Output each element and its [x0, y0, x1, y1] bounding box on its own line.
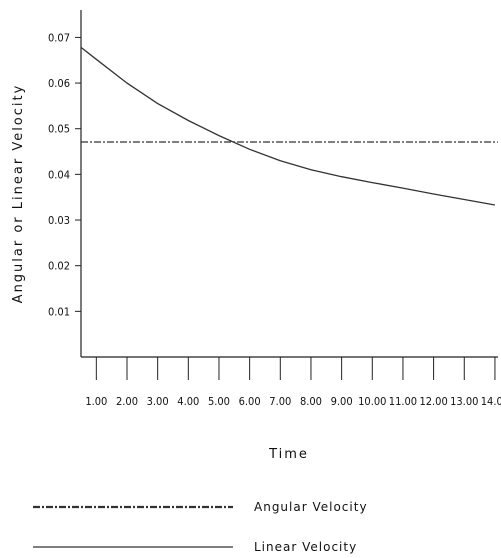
y-tick-label: 0.02 [48, 260, 70, 273]
legend-label-angular-velocity: Angular Velocity [254, 500, 368, 514]
x-tick-label: 14.00 [481, 395, 501, 408]
y-tick-label: 0.07 [48, 31, 70, 44]
x-tick-label: 6.00 [239, 395, 261, 408]
x-tick-label: 4.00 [177, 395, 199, 408]
series-line-linear-velocity [80, 46, 496, 206]
y-tick-label: 0.06 [48, 77, 70, 90]
legend-label-linear-velocity: Linear Velocity [254, 540, 357, 554]
x-tick-label: 10.00 [358, 395, 386, 408]
x-tick-label: 11.00 [389, 395, 417, 408]
x-tick-label: 9.00 [331, 395, 353, 408]
y-tick-label: 0.03 [48, 214, 70, 227]
y-tick-label: 0.04 [48, 168, 70, 181]
axes [80, 10, 498, 358]
legend: Angular Velocity Linear Velocity [33, 500, 368, 554]
y-tick-label: 0.01 [48, 305, 70, 318]
y-tick-label: 0.05 [48, 123, 70, 136]
x-tick-label: 13.00 [450, 395, 478, 408]
x-tick-label: 5.00 [208, 395, 230, 408]
x-axis-label: Time [268, 447, 309, 462]
x-tick-label: 1.00 [85, 395, 107, 408]
x-tick-label: 8.00 [300, 395, 322, 408]
series-layer [80, 46, 498, 206]
x-tick-label: 2.00 [116, 395, 138, 408]
x-tick-label: 12.00 [419, 395, 447, 408]
x-tick-label: 3.00 [147, 395, 169, 408]
x-axis-ticks: 1.00 2.00 3.00 4.00 5.00 6.00 7.00 8.00 9.00 10.0… [85, 357, 501, 408]
x-tick-label: 7.00 [269, 395, 291, 408]
y-axis-ticks: 0.01 0.02 0.03 0.04 0.05 0.06 0.07 [48, 31, 81, 318]
y-axis-label: Angular or Linear Velocity [11, 84, 26, 304]
